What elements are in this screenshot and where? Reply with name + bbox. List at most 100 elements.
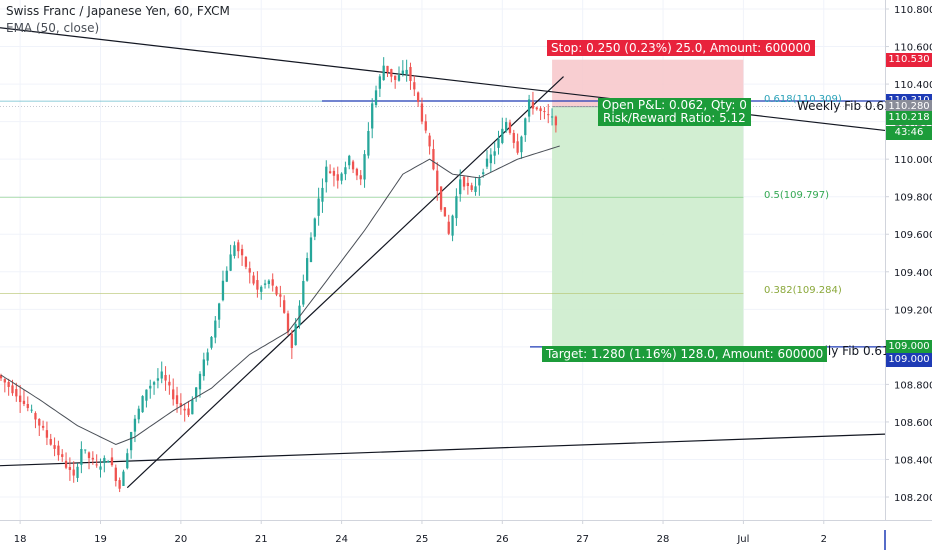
candle-body: [179, 403, 183, 407]
candle-body: [547, 114, 550, 116]
candle-body: [129, 431, 133, 451]
candle-body: [217, 303, 221, 320]
candle: [229, 244, 232, 272]
candle-body: [302, 281, 305, 305]
candle: [462, 175, 466, 191]
candle-body: [485, 158, 489, 167]
candle: [244, 255, 248, 270]
candle: [210, 336, 213, 350]
candle-body: [95, 464, 98, 466]
chart-legend: Swiss Franc / Japanese Yen, 60, FXCM EMA…: [6, 3, 230, 37]
candle-body: [248, 268, 251, 273]
candle-body: [198, 373, 202, 390]
candle-body: [271, 279, 274, 286]
candle: [15, 382, 18, 402]
candle: [478, 175, 481, 196]
y-tick-label: 110.000: [894, 155, 932, 166]
candle-body: [156, 378, 160, 381]
candle: [321, 178, 324, 213]
candle-body: [497, 138, 500, 148]
candle: [118, 477, 121, 493]
candle-body: [244, 256, 248, 267]
candle-body: [91, 457, 94, 460]
candle-body: [11, 385, 14, 394]
candle-body: [210, 336, 213, 348]
x-tick-label: 24: [335, 534, 348, 545]
stop-label[interactable]: Stop: 0.250 (0.23%) 25.0, Amount: 600000: [547, 40, 815, 56]
candle: [416, 91, 420, 107]
candle-body: [3, 379, 6, 383]
candle-body: [520, 136, 523, 153]
candle-body: [114, 467, 117, 481]
candle: [309, 232, 313, 263]
candle: [26, 396, 29, 412]
candle-body: [57, 445, 60, 456]
candle-body: [168, 381, 171, 386]
candle-body: [432, 149, 435, 170]
candle-body: [260, 286, 263, 292]
target-label[interactable]: Target: 1.280 (1.16%) 128.0, Amount: 600…: [542, 346, 828, 362]
candle: [99, 458, 102, 478]
candle: [317, 187, 320, 226]
candle: [53, 437, 56, 457]
ema-line: [0, 145, 560, 446]
candle-body: [191, 399, 194, 415]
pnl-label[interactable]: Open P&L: 0.062, Qty: 0 Risk/Reward Rati…: [598, 98, 751, 126]
candle-body: [214, 320, 217, 338]
candle-body: [286, 313, 290, 333]
candle-body: [87, 452, 91, 459]
candle: [256, 271, 259, 298]
candle: [290, 329, 293, 359]
candle-body: [493, 151, 496, 156]
candle-body: [317, 198, 320, 216]
candle: [0, 373, 3, 382]
symbol-title: Swiss Franc / Japanese Yen, 60, FXCM: [6, 4, 230, 18]
candle: [252, 271, 255, 286]
candle-body: [455, 196, 458, 219]
candle: [531, 91, 535, 115]
y-tick-label: 109.200: [894, 305, 932, 316]
candle: [348, 154, 351, 170]
candle: [543, 107, 546, 120]
candle-body: [103, 457, 106, 463]
candle-body: [38, 419, 41, 426]
candle-body: [126, 453, 129, 469]
candle: [110, 447, 114, 467]
candle-body: [229, 254, 232, 271]
x-tick-label: 20: [174, 534, 187, 545]
candle: [489, 148, 492, 173]
candle-body: [409, 66, 412, 81]
candle: [508, 119, 512, 135]
candle: [279, 285, 282, 308]
candle-body: [233, 245, 236, 256]
candle: [271, 273, 274, 292]
price-tag: 109.000: [886, 339, 932, 354]
candle-body: [267, 280, 271, 284]
candle-body: [64, 460, 68, 468]
candle-body: [539, 108, 542, 112]
candle: [30, 404, 33, 413]
candle: [122, 469, 125, 487]
candle: [371, 98, 374, 139]
y-tick-label: 109.400: [894, 268, 932, 279]
candle: [539, 106, 542, 120]
candle-body: [160, 371, 163, 379]
candle: [137, 405, 140, 424]
candle-body: [501, 128, 504, 143]
target-zone: [552, 106, 744, 347]
candle-body: [252, 275, 255, 284]
candle-body: [466, 182, 470, 186]
candle: [409, 62, 412, 90]
candle-body: [325, 166, 328, 183]
candle-body: [516, 141, 519, 153]
candle-body: [26, 404, 29, 409]
candle-body: [371, 103, 374, 129]
candle-body: [279, 294, 282, 297]
candle: [133, 414, 137, 443]
candle: [248, 261, 251, 284]
candle: [470, 182, 473, 192]
candle: [126, 448, 129, 470]
candle: [351, 159, 355, 174]
